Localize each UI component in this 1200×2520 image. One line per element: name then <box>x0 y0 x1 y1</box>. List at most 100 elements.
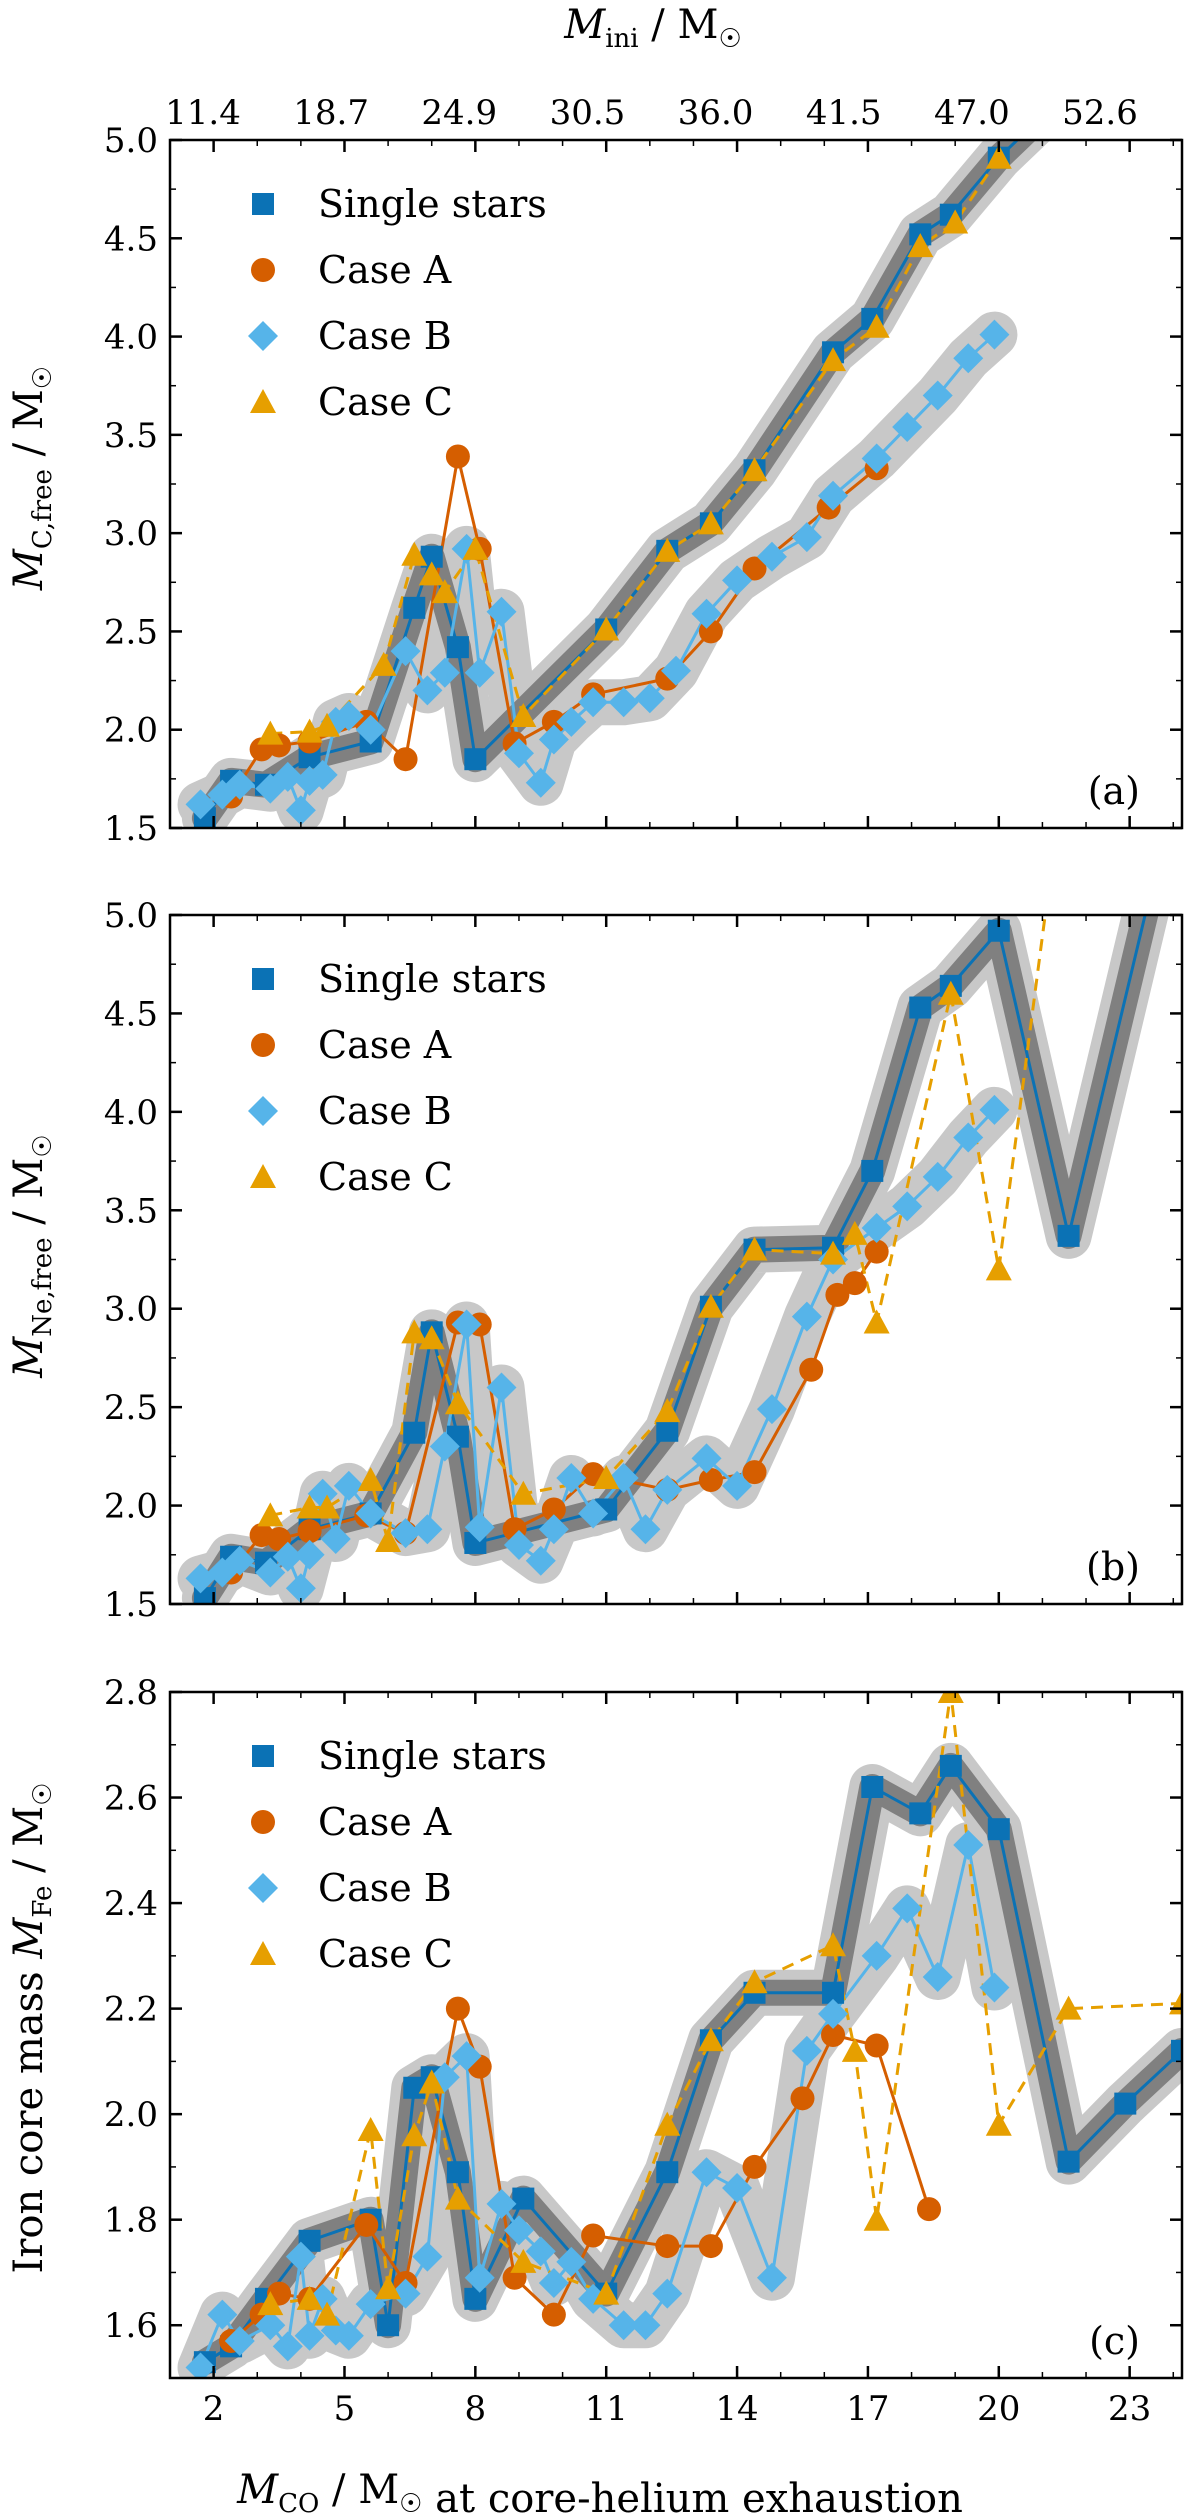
legend-label-case-c: Case C <box>318 1155 453 1199</box>
data-point-case-c <box>697 2027 724 2052</box>
legend: Single stars Case A Case B Case C <box>248 957 547 1199</box>
data-point-case-c <box>257 720 284 745</box>
data-point-case-b <box>464 2262 495 2293</box>
y-axis-title-a: MC,free / M☉ <box>6 366 58 591</box>
data-point-case-b <box>285 795 316 826</box>
data-point-single <box>987 1818 1010 1841</box>
data-point-case-b <box>652 2278 683 2309</box>
data-point-single <box>939 1754 962 1777</box>
data-point-single <box>987 919 1010 942</box>
data-point-case-c <box>431 579 458 604</box>
data-point-single <box>464 2287 487 2310</box>
data-point-case-c <box>462 535 489 560</box>
y-tick-label: 3.0 <box>104 1290 158 1330</box>
data-point-case-c <box>401 541 428 566</box>
data-point-case-c <box>314 2301 341 2326</box>
y-axis-title-c: Iron core mass MFe / M☉ <box>6 1782 58 2273</box>
legend: Single stars Case A Case B Case C <box>248 1734 547 1976</box>
legend-label-case-a: Case A <box>318 1800 452 1844</box>
data-point-single <box>861 1775 884 1798</box>
data-point-single <box>1162 11 1184 33</box>
legend-label-case-c: Case C <box>318 380 453 424</box>
data-point-case-b <box>691 1443 722 1474</box>
data-point-case-b <box>818 480 849 511</box>
plot-area <box>177 11 1184 828</box>
data-point-case-c <box>985 1256 1012 1281</box>
data-point-single <box>446 2161 469 2184</box>
data-point-case-c <box>985 2111 1012 2136</box>
x-tick-label: 11 <box>585 2389 628 2429</box>
data-point-case-b <box>525 2236 556 2267</box>
data-point-case-c <box>942 209 969 234</box>
data-point-case-b <box>412 675 443 706</box>
data-point-case-c <box>937 1692 964 1703</box>
data-point-case-c <box>418 2069 445 2094</box>
data-point-case-b <box>630 1514 661 1545</box>
y-tick-label: 2.5 <box>104 612 158 652</box>
y-tick-label: 1.6 <box>104 2306 158 2346</box>
top-tick-label: 18.7 <box>293 93 369 133</box>
data-point-case-b <box>333 1470 364 1501</box>
y-tick-label: 3.0 <box>104 514 158 554</box>
data-point-case-a <box>445 444 470 469</box>
data-point-case-a <box>541 2302 566 2327</box>
data-point-case-b <box>429 1431 460 1462</box>
data-point-case-b <box>791 522 822 553</box>
data-point-case-b <box>722 2173 753 2204</box>
data-point-case-c <box>654 1398 681 1423</box>
data-point-case-a <box>917 2197 941 2222</box>
data-point-single <box>403 596 426 619</box>
y-tick-label: 4.5 <box>104 219 158 259</box>
data-point-case-c <box>741 1969 768 1994</box>
panel-tag: (a) <box>1088 769 1140 813</box>
data-point-case-b <box>451 2041 482 2072</box>
data-point-case-b <box>224 769 255 800</box>
data-point-case-b <box>464 657 495 688</box>
data-point-single <box>861 1159 884 1182</box>
data-point-case-b <box>691 2157 722 2188</box>
data-point-case-b <box>861 443 892 474</box>
data-point-case-c <box>314 712 341 737</box>
y-tick-label: 2.6 <box>104 1779 158 1819</box>
legend-marker-case-c <box>250 389 276 413</box>
data-point-case-a <box>297 1519 322 1544</box>
data-point-single <box>909 996 932 1019</box>
data-point-case-c <box>985 144 1012 169</box>
data-point-case-b <box>922 380 953 411</box>
data-point-case-c <box>510 1480 537 1505</box>
data-point-case-b <box>185 789 216 820</box>
data-point-case-b <box>953 1830 984 1861</box>
data-point-case-b <box>355 714 386 745</box>
series-line-case-a <box>229 454 878 798</box>
data-point-single <box>1057 1224 1080 1247</box>
data-point-case-a <box>354 2212 379 2237</box>
data-point-case-b <box>652 1474 683 1505</box>
data-point-case-a <box>742 1460 767 1485</box>
data-point-case-b <box>285 2241 316 2272</box>
data-point-case-b <box>464 1512 495 1543</box>
y-tick-label: 4.0 <box>104 318 158 358</box>
data-point-single <box>464 748 487 771</box>
data-point-case-a <box>790 2086 815 2111</box>
data-point-case-c <box>654 537 681 562</box>
x-tick-label: 23 <box>1108 2389 1151 2429</box>
legend-label-single: Single stars <box>318 182 547 226</box>
data-point-case-b <box>861 1940 892 1971</box>
data-point-single <box>822 1981 845 2004</box>
data-point-case-c <box>510 2248 537 2273</box>
legend-marker-case-b <box>248 321 278 351</box>
data-point-case-c <box>863 313 890 338</box>
data-point-case-a <box>864 1239 889 1264</box>
data-point-case-c <box>444 2185 471 2210</box>
data-point-case-b <box>503 1529 534 1560</box>
data-point-case-a <box>742 556 767 581</box>
legend-label-single: Single stars <box>318 1734 547 1778</box>
data-point-single <box>420 545 443 568</box>
data-point-case-c <box>375 2275 402 2300</box>
data-point-case-b <box>630 2310 661 2341</box>
legend-marker-case-c <box>250 1941 276 1965</box>
data-point-case-c <box>418 1325 445 1350</box>
legend-marker-case-b <box>248 1873 278 1903</box>
data-point-case-b <box>390 636 421 667</box>
data-point-case-b <box>892 411 923 442</box>
